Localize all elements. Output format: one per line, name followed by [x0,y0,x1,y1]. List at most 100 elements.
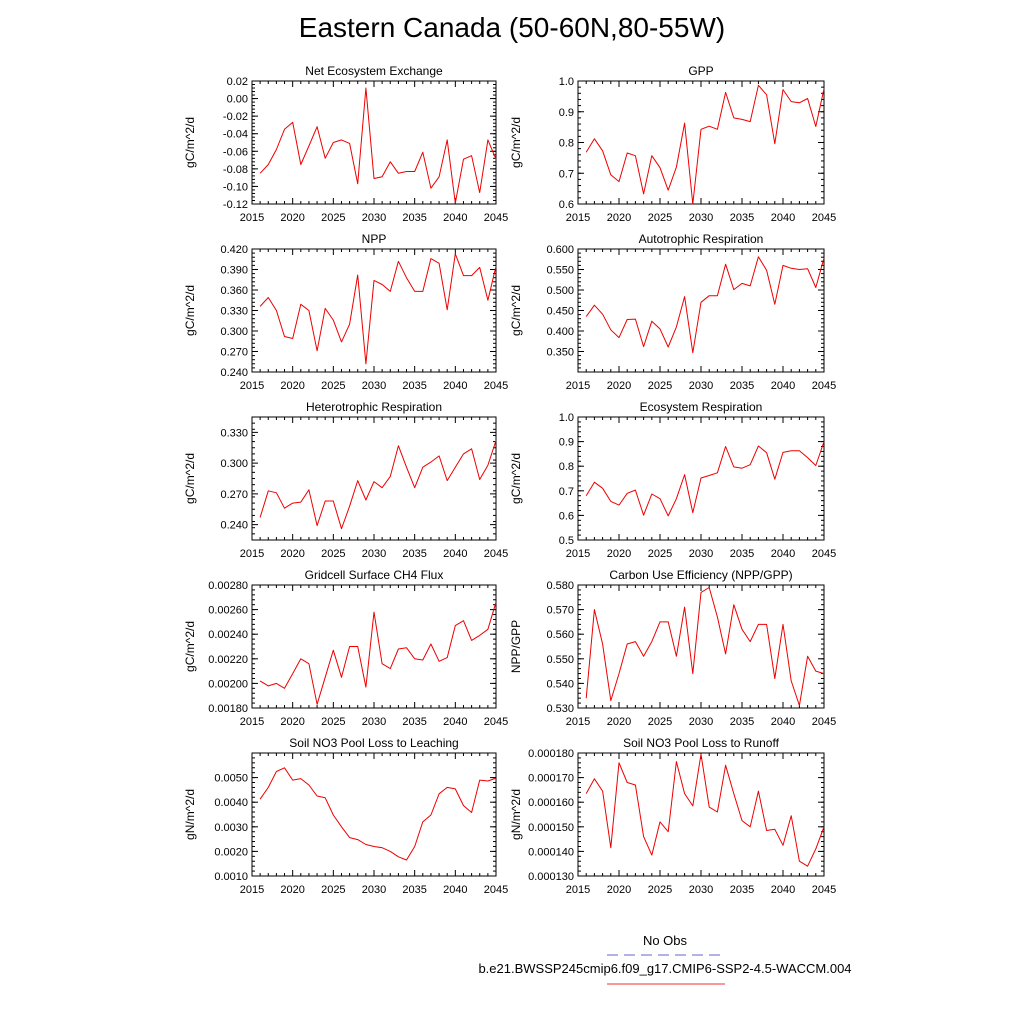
y-tick-label: 0.580 [546,580,574,592]
x-tick-label: 2045 [484,884,508,896]
y-tick-label: 0.0020 [214,846,248,858]
x-tick-label: 2030 [689,548,713,560]
x-tick-label: 2035 [402,884,426,896]
panel-title: Gridcell Surface CH4 Flux [305,568,444,582]
series-line [259,87,497,204]
x-tick-label: 2015 [566,548,590,560]
y-tick-label: 0.570 [546,605,574,617]
y-tick-label: 0.240 [220,520,248,532]
x-tick-label: 2035 [730,884,754,896]
x-tick-label: 2020 [280,380,304,392]
y-tick-label: 0.330 [220,306,248,318]
y-tick-label: 0.00280 [208,580,248,592]
panel-title: Heterotrophic Respiration [306,400,442,414]
x-tick-label: 2040 [771,212,795,224]
series-line [585,753,825,867]
panel-title: Net Ecosystem Exchange [305,64,443,78]
y-tick-label: 0.240 [220,367,248,379]
x-tick-label: 2030 [689,212,713,224]
x-tick-label: 2020 [607,380,631,392]
x-tick-label: 2035 [730,380,754,392]
panel-gridcell-surface-ch4-flux: Gridcell Surface CH4 Flux gC/m^2/d 2015 202… [183,568,508,728]
x-tick-label: 2040 [443,548,467,560]
y-tick-label: 0.00220 [208,654,248,666]
plot-frame [251,80,497,205]
panel-gpp: GPP gC/m^2/d 2015 2020 2025 2030 2035 2040 2045 0… [509,64,836,224]
y-tick-label: 0.000150 [528,822,574,834]
x-tick-label: 2035 [730,212,754,224]
series-line [585,441,825,517]
y-tick-label: 0.400 [546,326,574,338]
x-tick-label: 2045 [484,548,508,560]
legend: No Obs b.e21.BWSSP245cmip6.f09_g17.CMIP6… [478,933,852,985]
x-tick-label: 2035 [402,212,426,224]
y-tick-label: 0.000180 [528,748,574,760]
x-tick-label: 2040 [443,884,467,896]
plot-frame [577,248,825,373]
x-tick-label: 2035 [730,548,754,560]
x-tick-label: 2020 [280,212,304,224]
y-tick-label: 1.0 [559,412,574,424]
x-tick-label: 2025 [321,716,345,728]
panel-title: Autotrophic Respiration [639,232,764,246]
series-line [585,587,825,706]
x-tick-label: 2035 [402,380,426,392]
panel-title: Soil NO3 Pool Loss to Leaching [289,736,458,750]
panel-title: Carbon Use Efficiency (NPP/GPP) [609,568,792,582]
y-tick-label: 0.8 [559,461,574,473]
x-tick-label: 2030 [689,716,713,728]
y-tick-label: 0.270 [220,489,248,501]
panel-autotrophic-respiration: Autotrophic Respiration gC/m^2/d 2015 2020 2… [509,232,836,392]
panel-title: Ecosystem Respiration [640,400,763,414]
y-tick-label: -0.12 [223,199,248,211]
x-tick-label: 2045 [812,212,836,224]
series-line [585,256,825,354]
y-axis-label: gN/m^2/d [509,789,523,840]
x-tick-label: 2030 [362,548,386,560]
y-tick-label: 0.6 [559,510,574,522]
y-tick-label: 0.0010 [214,871,248,883]
panel-npp: NPP gC/m^2/d 2015 2020 2025 2030 2035 2040 2045 0… [183,232,508,392]
x-tick-label: 2015 [240,380,264,392]
y-tick-label: 0.000140 [528,846,574,858]
y-tick-label: 0.9 [559,437,574,449]
x-tick-label: 2025 [648,884,672,896]
x-tick-label: 2020 [280,884,304,896]
panel-title: NPP [362,232,387,246]
x-tick-label: 2045 [812,716,836,728]
x-tick-label: 2030 [362,212,386,224]
x-tick-label: 2015 [566,380,590,392]
panel-carbon-use-efficiency-npp-gpp: Carbon Use Efficiency (NPP/GPP) NPP/GPP 20… [509,568,836,728]
y-tick-label: -0.04 [223,129,248,141]
y-tick-label: 0.600 [546,244,574,256]
x-tick-label: 2015 [240,212,264,224]
x-tick-label: 2015 [240,884,264,896]
x-tick-label: 2025 [648,212,672,224]
x-tick-label: 2035 [402,716,426,728]
y-tick-label: 0.7 [559,486,574,498]
x-tick-label: 2040 [443,716,467,728]
x-tick-label: 2025 [648,716,672,728]
y-axis-label: gN/m^2/d [183,789,197,840]
y-tick-label: 0.0030 [214,822,248,834]
y-tick-label: 0.5 [559,535,574,547]
panel-net-ecosystem-exchange: Net Ecosystem Exchange gC/m^2/d 2015 2020 20… [183,64,508,224]
y-axis-label: gC/m^2/d [183,285,197,336]
y-tick-label: 0.500 [546,285,574,297]
y-tick-label: 0.000130 [528,871,574,883]
y-tick-label: 0.270 [220,347,248,359]
x-tick-label: 2015 [566,716,590,728]
y-axis-label: gC/m^2/d [183,621,197,672]
x-tick-label: 2030 [362,884,386,896]
x-tick-label: 2015 [240,548,264,560]
y-tick-label: 0.00180 [208,703,248,715]
y-tick-label: 1.0 [559,76,574,88]
panel-soil-no3-pool-loss-to-leaching: Soil NO3 Pool Loss to Leaching gN/m^2/d 20… [183,736,508,896]
x-tick-label: 2035 [402,548,426,560]
x-tick-label: 2045 [484,212,508,224]
y-tick-label: -0.02 [223,111,248,123]
y-tick-label: 0.360 [220,285,248,297]
y-tick-label: -0.10 [223,181,248,193]
x-tick-label: 2025 [321,884,345,896]
x-tick-label: 2020 [607,212,631,224]
